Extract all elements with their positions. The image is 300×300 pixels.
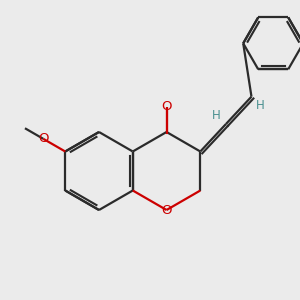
Text: H: H: [212, 109, 221, 122]
Text: O: O: [161, 203, 172, 217]
Text: O: O: [161, 100, 172, 113]
Text: H: H: [256, 99, 265, 112]
Text: O: O: [38, 132, 48, 145]
